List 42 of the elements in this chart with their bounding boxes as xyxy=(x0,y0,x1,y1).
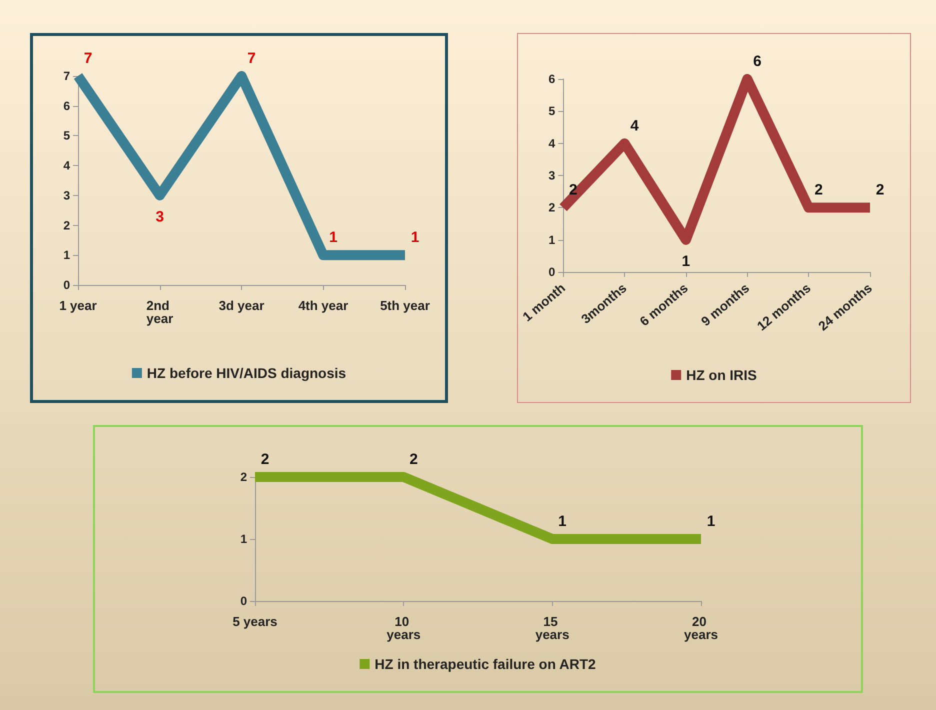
y-tick-label: 1 xyxy=(63,248,70,262)
y-tick-label: 5 xyxy=(63,128,70,143)
data-label: 4 xyxy=(630,117,640,134)
legend-label: HZ in therapeutic failure on ART2 xyxy=(374,656,596,672)
data-label: 7 xyxy=(84,50,92,67)
data-label: 6 xyxy=(753,53,762,70)
x-tick-label: 15 years xyxy=(535,614,570,642)
legend-label: HZ on IRIS xyxy=(686,367,757,383)
x-tick-label: 10 years xyxy=(386,614,421,642)
x-tick-label: 20 years xyxy=(684,614,718,642)
data-label: 3 xyxy=(156,208,164,226)
data-label: 2 xyxy=(409,451,418,468)
y-tick-label: 3 xyxy=(548,168,556,182)
y-tick-label: 0 xyxy=(548,265,556,279)
y-tick-label: 5 xyxy=(548,104,556,118)
y-tick-label: 1 xyxy=(548,232,556,247)
data-label: 2 xyxy=(260,451,270,468)
y-tick-label: 1 xyxy=(240,532,248,546)
data-label: 1 xyxy=(682,252,690,270)
data-label: 1 xyxy=(410,229,420,246)
y-tick-label: 6 xyxy=(63,98,70,113)
y-tick-label: 3 xyxy=(63,188,70,202)
y-tick-label: 4 xyxy=(63,158,70,173)
data-label: 2 xyxy=(814,182,823,199)
y-tick-label: 2 xyxy=(63,218,70,232)
data-label: 1 xyxy=(329,229,338,246)
x-tick-label: 4th year xyxy=(298,298,348,313)
y-tick-label: 2 xyxy=(240,470,248,484)
data-label: 1 xyxy=(706,513,716,530)
x-tick-label: 1 year xyxy=(59,298,97,313)
y-tick-label: 7 xyxy=(63,69,70,83)
x-tick-label: 5th year xyxy=(380,298,430,313)
legend-label: HZ before HIV/AIDS diagnosis xyxy=(146,365,346,381)
x-tick-label: 2nd year xyxy=(146,298,174,326)
x-tick-label: 3d year xyxy=(218,298,264,313)
y-tick-label: 4 xyxy=(548,136,556,150)
y-tick-label: 0 xyxy=(63,278,70,292)
y-tick-label: 0 xyxy=(240,594,248,608)
data-label: 2 xyxy=(876,182,884,199)
y-tick-label: 2 xyxy=(548,200,556,215)
x-tick-label: 5 years xyxy=(232,614,278,629)
y-tick-label: 6 xyxy=(548,72,556,86)
